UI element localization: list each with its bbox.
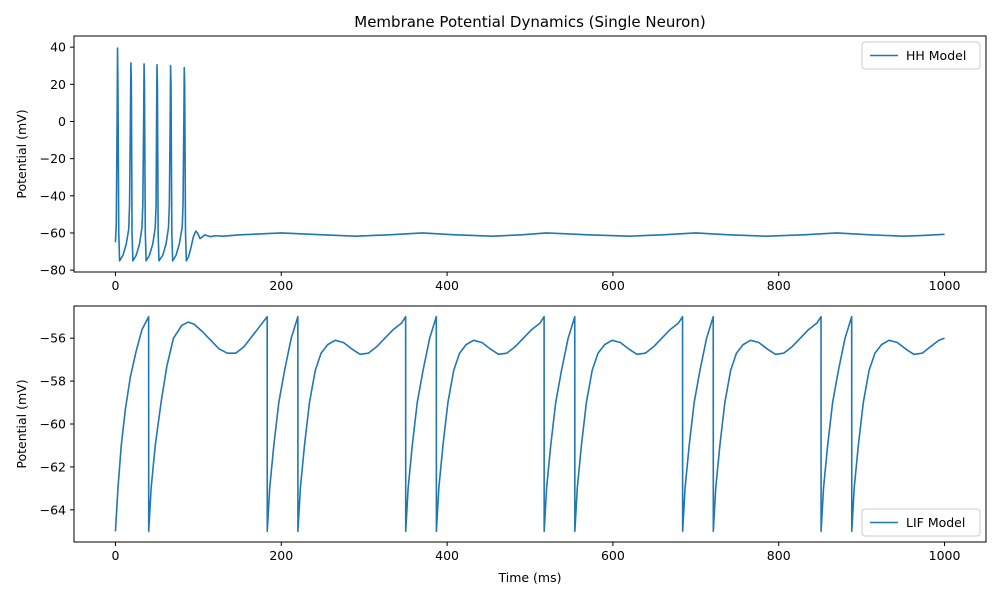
legend-box [861, 508, 981, 537]
x-tick-label: 0 [111, 278, 119, 293]
x-tick-label: 1000 [929, 548, 961, 563]
legend-box [861, 41, 981, 70]
y-tick-label: 20 [50, 77, 66, 92]
x-tick-label: 200 [269, 548, 293, 563]
y-tick-label: −80 [40, 263, 66, 278]
y-tick-label: −56 [40, 331, 66, 346]
x-tick-label: 800 [767, 278, 791, 293]
legend-label: HH Model [906, 48, 966, 63]
y-tick-label: −58 [40, 374, 66, 389]
y-axis-label: Potential (mV) [14, 379, 29, 468]
y-axis-label: Potential (mV) [14, 109, 29, 198]
legend: LIF Model [861, 508, 981, 537]
series-line-1 [114, 315, 945, 533]
panel-1: 0 200 400 600 800 1000 −80 −60 −40 −20 0 20 40 Potent… [14, 35, 987, 293]
plot-frame [73, 35, 987, 273]
y-tick-label: −20 [40, 151, 66, 166]
series-line-1 [114, 47, 945, 262]
y-tick-label: −62 [40, 459, 66, 474]
x-tick-label: 0 [111, 548, 119, 563]
panels: 0 200 400 600 800 1000 −80 −60 −40 −20 0 20 40 Potent… [14, 35, 987, 585]
x-tick-label: 400 [435, 278, 459, 293]
chart-title: Membrane Potential Dynamics (Single Neur… [354, 13, 705, 31]
legend: HH Model [861, 41, 981, 70]
y-tick-label: 0 [58, 114, 66, 129]
x-tick-label: 800 [767, 548, 791, 563]
x-axis-label: Time (ms) [497, 570, 561, 585]
y-tick-label: −60 [40, 417, 66, 432]
x-tick-label: 200 [269, 278, 293, 293]
y-tick-label: −64 [40, 502, 66, 517]
panel-2: 0 200 400 600 800 1000 −64 −62 −60 −58 −56 Potentia… [14, 305, 987, 585]
x-tick-label: 600 [601, 278, 625, 293]
legend-label: LIF Model [906, 515, 965, 530]
y-tick-label: −40 [40, 188, 66, 203]
x-tick-label: 1000 [929, 278, 961, 293]
y-tick-label: 40 [50, 40, 66, 55]
x-tick-label: 400 [435, 548, 459, 563]
x-tick-label: 600 [601, 548, 625, 563]
y-tick-label: −60 [40, 225, 66, 240]
